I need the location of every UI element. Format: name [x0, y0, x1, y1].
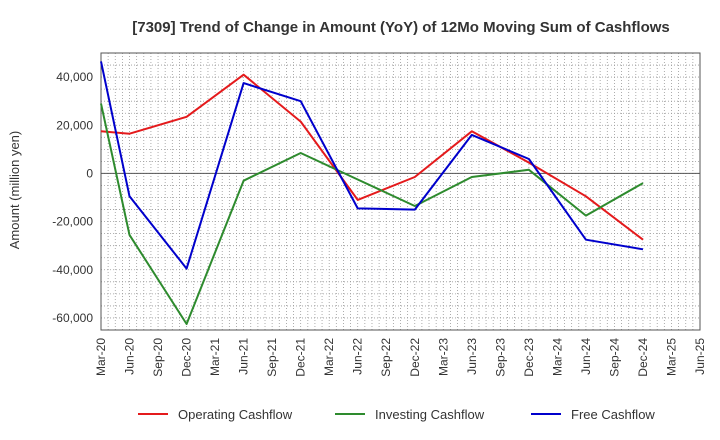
chart-title: [7309] Trend of Change in Amount (YoY) o… — [132, 19, 670, 36]
x-tick-label: Dec-24 — [636, 338, 650, 377]
x-tick-label: Mar-23 — [436, 338, 450, 376]
y-tick-label: -40,000 — [52, 263, 93, 277]
y-axis-label: Amount (million yen) — [7, 131, 22, 250]
y-tick-label: 0 — [86, 166, 93, 180]
y-tick-label: -20,000 — [52, 215, 93, 229]
x-tick-label: Mar-22 — [322, 338, 336, 376]
x-tick-label: Mar-24 — [550, 338, 564, 376]
x-tick-label: Dec-23 — [522, 338, 536, 377]
x-tick-label: Mar-21 — [208, 338, 222, 376]
x-tick-label: Dec-20 — [180, 338, 194, 377]
x-tick-label: Jun-21 — [237, 338, 251, 375]
y-tick-label: -60,000 — [52, 311, 93, 325]
y-tick-label: 40,000 — [56, 70, 93, 84]
x-tick-label: Jun-23 — [465, 338, 479, 375]
x-axis-ticks: Mar-20 Jun-20 Sep-20 Dec-20 Mar-21 Jun-21 Sep-… — [94, 338, 707, 377]
x-tick-label: Sep-20 — [151, 338, 165, 377]
legend-operating-cashflow-label: Operating Cashflow — [178, 407, 293, 422]
x-tick-label: Jun-20 — [123, 338, 137, 375]
x-tick-label: Sep-22 — [379, 338, 393, 377]
x-tick-label: Mar-25 — [664, 338, 678, 376]
x-tick-label: Jun-22 — [351, 338, 365, 375]
y-axis-ticks: 40,000 20,000 0 -20,000 -40,000 -60,000 — [52, 70, 93, 325]
x-tick-label: Jun-25 — [693, 338, 707, 375]
x-tick-label: Dec-21 — [294, 338, 308, 377]
plot-frame — [100, 52, 701, 331]
y-tick-label: 20,000 — [56, 118, 93, 132]
x-tick-label: Sep-23 — [493, 338, 507, 377]
series-lines — [100, 61, 644, 325]
x-tick-label: Jun-24 — [579, 338, 593, 375]
series-line-operating-cashflow — [100, 73, 644, 241]
legend-free-cashflow-label: Free Cashflow — [571, 407, 655, 422]
legend: Operating Cashflow Investing Cashflow Free… — [138, 407, 655, 422]
x-tick-label: Sep-24 — [607, 338, 621, 377]
x-tick-label: Mar-20 — [94, 338, 108, 376]
x-tick-label: Sep-21 — [265, 338, 279, 377]
legend-investing-cashflow-label: Investing Cashflow — [375, 407, 485, 422]
x-tick-label: Dec-22 — [408, 338, 422, 377]
series-line-free-cashflow — [100, 61, 644, 270]
grid — [100, 52, 701, 331]
